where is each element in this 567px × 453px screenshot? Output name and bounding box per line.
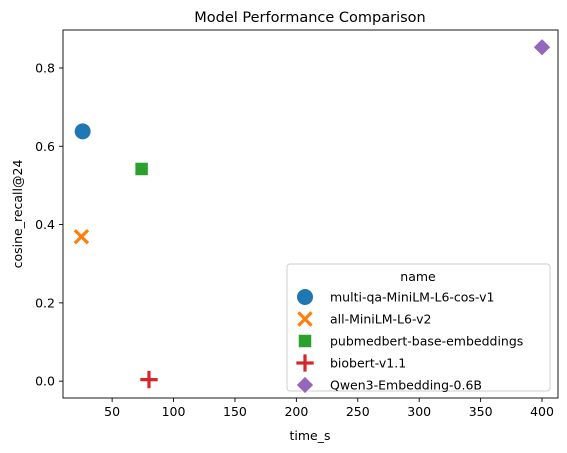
legend-title: name <box>400 269 436 284</box>
legend-label: Qwen3-Embedding-0.6B <box>330 378 482 393</box>
x-tick-label: 100 <box>162 404 186 419</box>
legend-label: pubmedbert-base-embeddings <box>330 334 523 349</box>
data-point <box>532 37 552 57</box>
legend-label: multi-qa-MiniLM-L6-cos-v1 <box>330 290 494 305</box>
legend-label: all-MiniLM-L6-v2 <box>330 312 431 327</box>
x-axis: 50 100 150 200 250 300 350 400 <box>104 398 554 419</box>
y-tick-label: 0.0 <box>35 374 55 389</box>
y-axis: 0.0 0.2 0.4 0.6 0.8 <box>35 60 63 389</box>
x-tick-label: 400 <box>530 404 554 419</box>
legend-box <box>286 263 551 392</box>
legend-marker <box>297 333 313 349</box>
data-point <box>73 228 90 245</box>
x-axis-label: time_s <box>289 428 330 443</box>
data-point <box>73 122 92 141</box>
data-point <box>140 370 158 389</box>
y-tick-label: 0.6 <box>35 139 55 154</box>
legend-marker <box>295 375 315 395</box>
x-tick-label: 150 <box>223 404 247 419</box>
legend: name multi-qa-MiniLM-L6-cos-v1 all-MiniLM… <box>286 263 551 395</box>
x-tick-label: 250 <box>346 404 370 419</box>
y-tick-label: 0.2 <box>35 295 55 310</box>
x-tick-label: 50 <box>104 404 120 419</box>
x-tick-label: 200 <box>284 404 308 419</box>
legend-marker <box>296 288 314 306</box>
x-tick-label: 300 <box>407 404 431 419</box>
y-axis-label: cosine_recall@24 <box>10 160 25 269</box>
x-tick-label: 350 <box>469 404 493 419</box>
y-tick-label: 0.8 <box>35 60 55 75</box>
data-point <box>134 161 149 177</box>
legend-marker <box>296 354 314 372</box>
legend-label: biobert-v1.1 <box>330 356 406 371</box>
y-tick-label: 0.4 <box>35 217 55 232</box>
chart-title: Model Performance Comparison <box>194 10 425 26</box>
data-points <box>73 37 552 389</box>
legend-marker <box>297 311 313 327</box>
